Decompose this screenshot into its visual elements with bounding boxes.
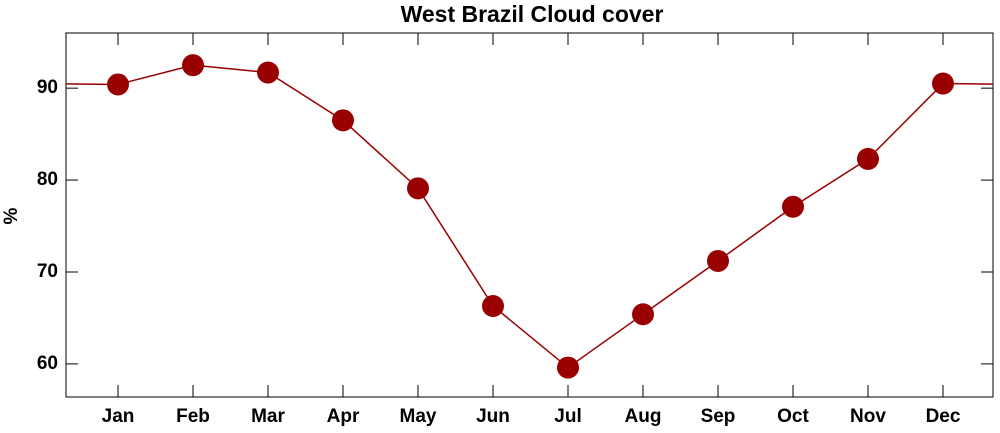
x-tick-label: Apr [327, 406, 360, 427]
data-point [857, 147, 879, 170]
data-point [557, 356, 579, 379]
x-tick-label: Dec [926, 406, 961, 427]
x-tick-label: Sep [701, 406, 736, 427]
chart-title: West Brazil Cloud cover [401, 1, 664, 27]
data-point [182, 54, 204, 77]
plot-frame [65, 32, 994, 398]
y-tick-label: 90 [37, 77, 58, 98]
data-point [707, 249, 729, 272]
x-tick-label: Aug [625, 406, 662, 427]
data-point [407, 177, 429, 200]
data-point [782, 195, 804, 218]
data-line [117, 64, 944, 369]
x-tick-label: Feb [176, 406, 210, 427]
data-point [932, 72, 954, 95]
y-tick-label: 60 [37, 353, 58, 374]
x-tick-label: Jun [476, 406, 510, 427]
data-point [257, 61, 279, 84]
x-tick-label: Mar [251, 406, 285, 427]
x-tick-label: Oct [777, 406, 809, 427]
data-point [632, 303, 654, 326]
x-tick-label: Nov [850, 406, 886, 427]
data-point [482, 295, 504, 317]
data-point [332, 109, 354, 132]
x-tick-label: Jul [554, 406, 581, 427]
x-tick-label: Jan [102, 406, 135, 427]
y-tick-label: 70 [37, 261, 58, 282]
y-tick-label: 80 [37, 169, 58, 190]
y-axis-label: % [1, 207, 22, 224]
x-tick-label: May [400, 406, 437, 427]
data-point [107, 73, 129, 96]
